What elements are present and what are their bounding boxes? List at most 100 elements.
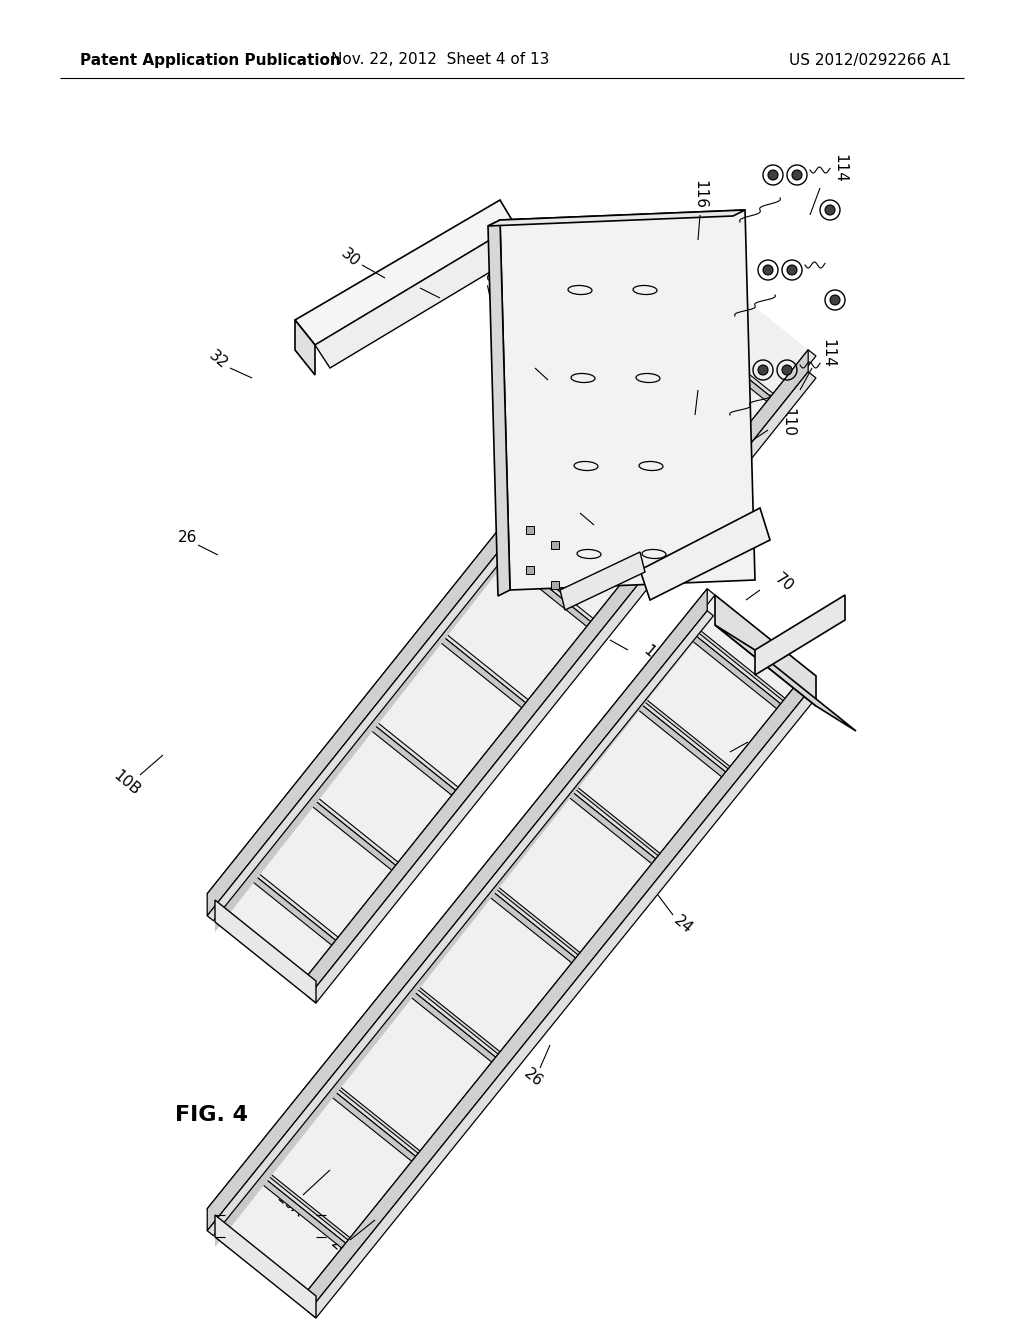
Polygon shape bbox=[633, 694, 736, 779]
Circle shape bbox=[787, 265, 797, 275]
Polygon shape bbox=[482, 883, 584, 973]
Text: 108: 108 bbox=[640, 643, 672, 673]
Polygon shape bbox=[215, 275, 816, 981]
Polygon shape bbox=[207, 589, 715, 1214]
Polygon shape bbox=[500, 210, 755, 590]
Circle shape bbox=[825, 205, 835, 215]
Polygon shape bbox=[633, 692, 738, 777]
Text: 70: 70 bbox=[772, 572, 797, 595]
Polygon shape bbox=[362, 713, 466, 796]
Polygon shape bbox=[498, 544, 601, 628]
Polygon shape bbox=[402, 982, 504, 1072]
Text: 114: 114 bbox=[820, 338, 836, 367]
Text: FIG. 4: FIG. 4 bbox=[175, 1105, 248, 1125]
Polygon shape bbox=[207, 611, 714, 1236]
Polygon shape bbox=[295, 319, 315, 375]
Text: 20: 20 bbox=[475, 263, 499, 286]
Polygon shape bbox=[323, 1081, 424, 1171]
Polygon shape bbox=[207, 589, 708, 1230]
Bar bbox=[551, 581, 559, 589]
Polygon shape bbox=[483, 878, 588, 964]
Polygon shape bbox=[215, 595, 816, 1296]
Polygon shape bbox=[402, 979, 506, 1064]
Circle shape bbox=[830, 294, 840, 305]
Polygon shape bbox=[315, 224, 530, 368]
Text: 10A: 10A bbox=[273, 1189, 306, 1220]
Circle shape bbox=[763, 265, 773, 275]
Circle shape bbox=[792, 170, 802, 180]
Polygon shape bbox=[715, 624, 856, 731]
Bar bbox=[526, 566, 534, 574]
Polygon shape bbox=[213, 296, 715, 932]
Text: 34: 34 bbox=[395, 268, 420, 292]
Polygon shape bbox=[562, 466, 664, 554]
Circle shape bbox=[782, 366, 792, 375]
Bar bbox=[551, 541, 559, 549]
Polygon shape bbox=[253, 1168, 353, 1258]
Polygon shape bbox=[432, 628, 534, 717]
Polygon shape bbox=[688, 623, 793, 709]
Text: 112: 112 bbox=[515, 346, 530, 375]
Polygon shape bbox=[562, 781, 666, 865]
Polygon shape bbox=[207, 269, 715, 900]
Polygon shape bbox=[323, 1078, 426, 1163]
Bar bbox=[526, 525, 534, 535]
Polygon shape bbox=[488, 220, 510, 597]
Polygon shape bbox=[432, 624, 536, 709]
Text: 24: 24 bbox=[671, 913, 695, 937]
Text: 26: 26 bbox=[521, 1067, 545, 1090]
Polygon shape bbox=[623, 388, 726, 471]
Polygon shape bbox=[563, 779, 668, 865]
Text: Patent Application Publication: Patent Application Publication bbox=[80, 53, 341, 67]
Polygon shape bbox=[213, 615, 715, 1247]
Polygon shape bbox=[243, 862, 346, 946]
Polygon shape bbox=[207, 290, 714, 921]
Text: 10B: 10B bbox=[111, 768, 143, 799]
Polygon shape bbox=[308, 669, 816, 1296]
Polygon shape bbox=[302, 788, 406, 871]
Polygon shape bbox=[715, 595, 816, 706]
Polygon shape bbox=[678, 322, 778, 411]
Circle shape bbox=[768, 170, 778, 180]
Polygon shape bbox=[308, 669, 808, 1312]
Polygon shape bbox=[362, 715, 464, 805]
Polygon shape bbox=[308, 692, 816, 1317]
Polygon shape bbox=[253, 1166, 356, 1250]
Text: 110: 110 bbox=[780, 408, 795, 437]
Polygon shape bbox=[482, 880, 586, 965]
Circle shape bbox=[758, 366, 768, 375]
Polygon shape bbox=[308, 350, 808, 997]
Polygon shape bbox=[687, 630, 788, 718]
Text: 116: 116 bbox=[692, 181, 708, 210]
Polygon shape bbox=[633, 697, 733, 787]
Polygon shape bbox=[678, 318, 781, 403]
Polygon shape bbox=[640, 508, 770, 601]
Polygon shape bbox=[403, 977, 508, 1063]
Text: US 2012/0292266 A1: US 2012/0292266 A1 bbox=[788, 53, 951, 67]
Text: 30: 30 bbox=[338, 246, 362, 271]
Polygon shape bbox=[308, 372, 816, 1003]
Polygon shape bbox=[243, 866, 343, 954]
Polygon shape bbox=[623, 391, 724, 479]
Polygon shape bbox=[302, 791, 403, 879]
Text: Nov. 22, 2012  Sheet 4 of 13: Nov. 22, 2012 Sheet 4 of 13 bbox=[331, 53, 549, 67]
Polygon shape bbox=[498, 546, 598, 636]
Text: 36: 36 bbox=[762, 723, 786, 747]
Text: 32: 32 bbox=[206, 348, 230, 372]
Text: 114: 114 bbox=[833, 153, 848, 182]
Polygon shape bbox=[562, 784, 664, 873]
Polygon shape bbox=[215, 1214, 316, 1317]
Polygon shape bbox=[215, 900, 316, 1003]
Polygon shape bbox=[562, 462, 666, 546]
Polygon shape bbox=[207, 269, 708, 916]
Polygon shape bbox=[755, 595, 845, 675]
Text: 26: 26 bbox=[178, 529, 198, 544]
Polygon shape bbox=[687, 626, 791, 710]
Text: 112: 112 bbox=[560, 491, 575, 520]
Polygon shape bbox=[253, 1163, 357, 1249]
Polygon shape bbox=[324, 1076, 428, 1162]
Polygon shape bbox=[308, 350, 816, 981]
Polygon shape bbox=[488, 210, 745, 226]
Polygon shape bbox=[215, 595, 816, 1296]
Text: 116: 116 bbox=[692, 355, 708, 384]
